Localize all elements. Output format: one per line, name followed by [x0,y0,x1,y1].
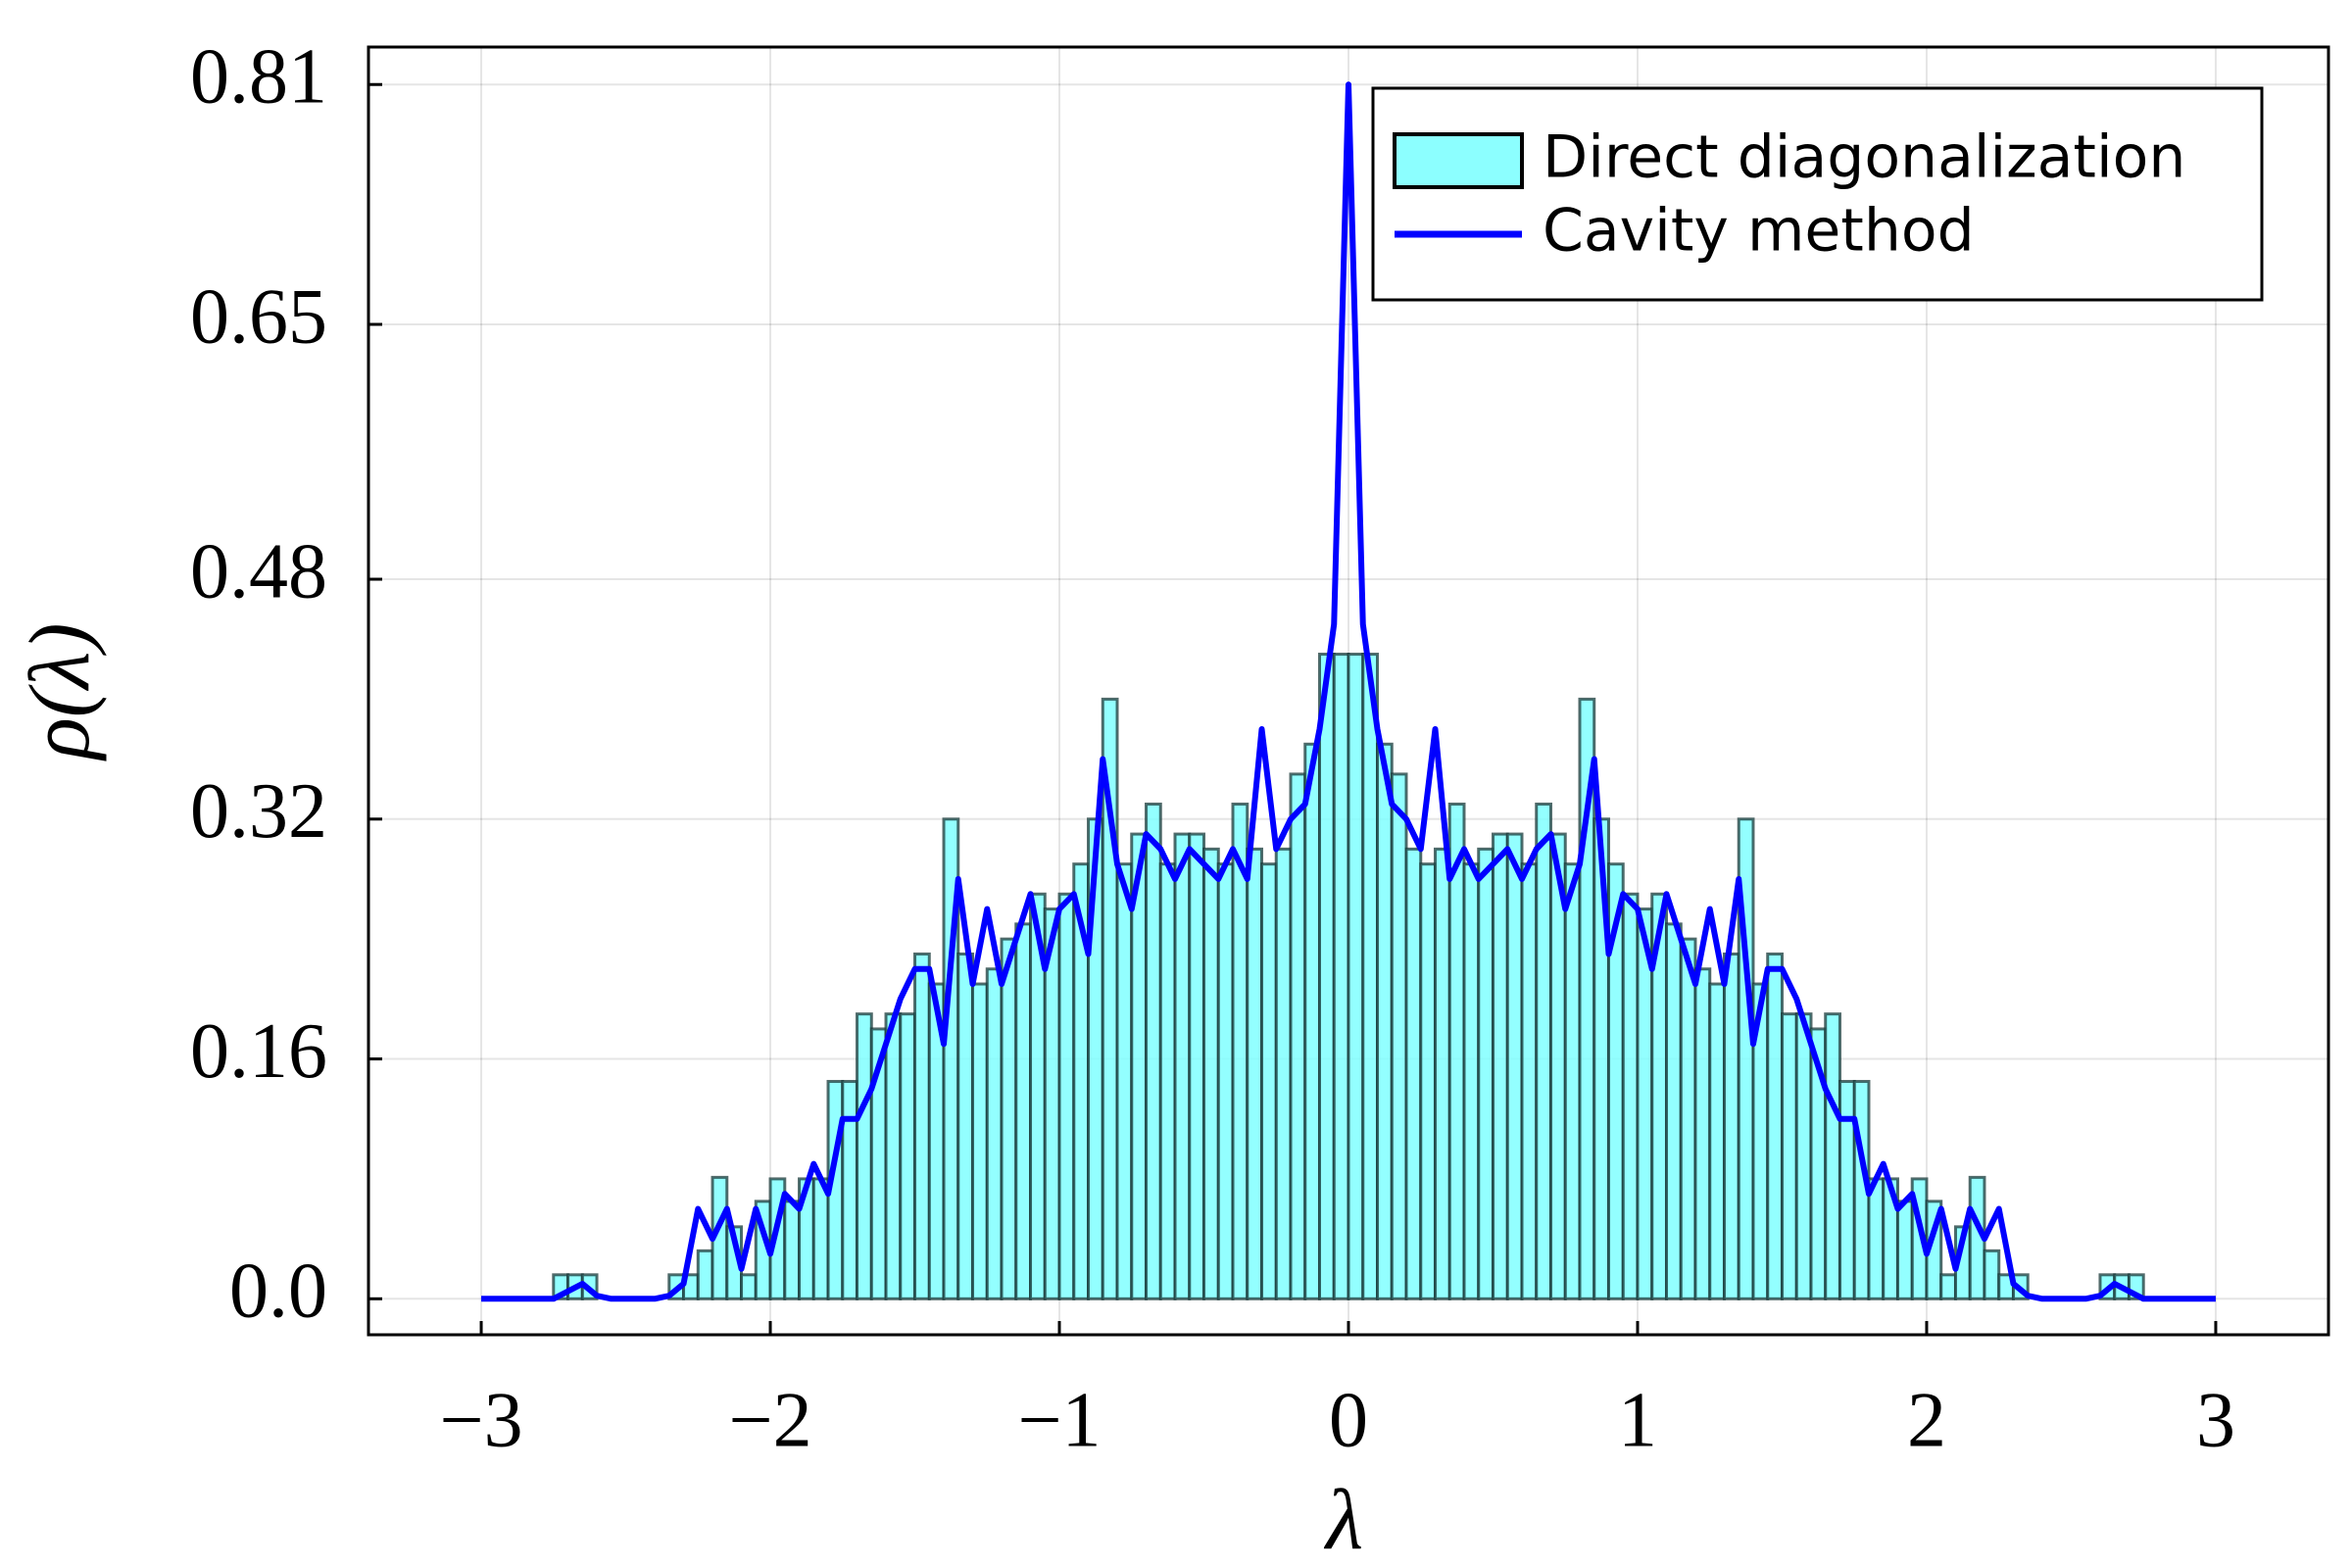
y-tick-label: 0.16 [190,1008,327,1095]
histogram-bar [1462,862,1481,1300]
x-tick-label: 2 [1907,1377,1946,1463]
histogram-bar [1780,1012,1798,1300]
histogram-bar [1216,862,1235,1300]
histogram-bar [1621,892,1640,1300]
histogram-bar [1693,967,1712,1300]
histogram-bar [1014,922,1033,1300]
histogram-bar [1419,862,1437,1300]
histogram-bar [1202,847,1220,1300]
histogram-bar [1895,1200,1914,1300]
x-axis-label: λ [1323,1473,1363,1568]
histogram-bar [1145,802,1162,1300]
legend-label: Cavity method [1543,197,1975,266]
histogram-bar [1433,847,1451,1300]
histogram-bar [1318,653,1336,1300]
y-tick-label: 0.65 [190,273,327,360]
legend-box [1371,86,2264,302]
y-tick-label: 0.32 [190,768,327,855]
histogram-bar [1939,1273,1957,1300]
histogram-bar [1289,772,1307,1300]
histogram-bar [1057,892,1076,1300]
histogram-bar [1260,862,1278,1300]
histogram-bar [783,1200,802,1300]
legend-label: Direct diagonalization [1543,123,2185,192]
histogram-bar [1246,847,1264,1300]
x-tick-label: −1 [1017,1377,1101,1463]
histogram-bar [956,952,975,1300]
x-tick-label: −3 [439,1377,522,1463]
histogram-bar [1824,1012,1841,1300]
histogram-bar [1794,1012,1813,1300]
histogram-bar [1375,742,1394,1300]
line [481,81,2216,1302]
histogram-bar [1520,862,1539,1300]
x-tick-label: 3 [2196,1377,2235,1463]
x-tick-label: 1 [1618,1377,1657,1463]
y-tick-label: 0.48 [190,528,327,614]
histogram-bar [913,952,931,1300]
histogram-bar [1664,922,1683,1300]
histogram-bar [740,1273,758,1300]
histogram-bar [1390,772,1408,1300]
histogram-bar [1983,1249,2001,1300]
histogram-bar [1332,653,1350,1300]
histogram-bar [1679,937,1697,1300]
histogram-bar [899,1012,917,1300]
histogram-bar [1404,847,1423,1300]
histogram-bar [1505,832,1524,1300]
histogram-bar [1303,742,1322,1300]
histogram-bar [1867,1177,1886,1300]
histogram-bar [1000,937,1018,1300]
legend-swatch [1393,132,1524,189]
histogram-bar [1563,862,1582,1300]
histogram-bar [1491,832,1509,1300]
y-tick-label: 0.81 [190,34,327,121]
histogram-bar [811,1177,830,1300]
x-tick-label: 0 [1329,1377,1368,1463]
histogram-bar [1158,862,1177,1300]
histogram-bar [841,1079,859,1300]
histogram-bar [1115,862,1134,1300]
histogram-bar [1477,847,1494,1300]
histogram-bar [1347,653,1365,1300]
histogram-bar [856,1012,873,1300]
histogram-bar [1361,653,1379,1300]
histogram-bar [1722,952,1740,1300]
histogram-bar [884,1012,903,1300]
x-tick-label: −2 [728,1377,811,1463]
histogram-bar [1766,952,1784,1300]
histogram-bar [1173,832,1192,1300]
y-axis-label: ρ(λ) [13,623,108,762]
histogram-bar [985,967,1004,1300]
histogram-bar [971,982,989,1300]
histogram-bar [1188,832,1206,1300]
y-tick-label: 0.0 [229,1249,327,1335]
histogram-bar [1535,802,1552,1300]
histogram-bar [1708,982,1726,1300]
histogram-bar [1274,847,1293,1300]
histogram-bar [696,1249,714,1300]
plot-frame [367,45,2330,1337]
histogram-bar [1838,1079,1856,1300]
